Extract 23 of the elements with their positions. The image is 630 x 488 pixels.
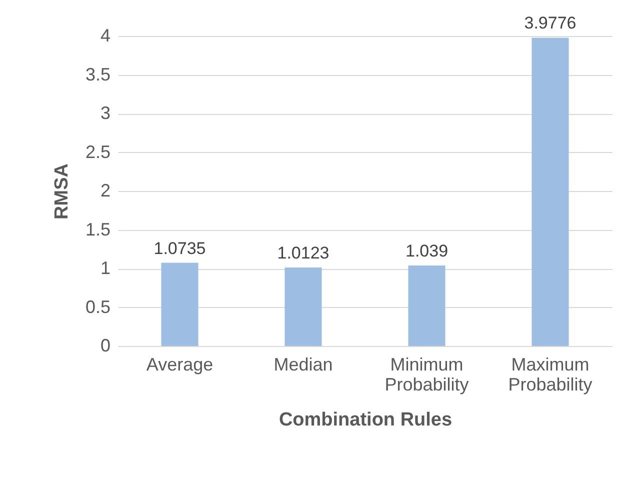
bar	[408, 265, 446, 346]
x-tick-label: Minimum Probability	[384, 354, 469, 394]
y-tick-label: 3.5	[85, 64, 110, 84]
data-label: 1.039	[405, 241, 448, 260]
y-tick-label: 1	[100, 258, 110, 278]
bar	[161, 262, 198, 346]
x-tick-label: Maximum Probability	[508, 354, 592, 394]
x-tick-label: Median	[274, 354, 333, 374]
bar	[284, 268, 322, 346]
x-tick-label: Average	[146, 354, 214, 374]
y-tick-label: 4	[100, 26, 110, 46]
y-tick-label: 1.5	[85, 219, 110, 240]
y-tick-label: 2	[100, 180, 110, 200]
data-label: 1.0735	[154, 238, 206, 258]
data-label: 3.9776	[524, 14, 576, 33]
y-axis-title: RMSA	[51, 163, 72, 220]
y-tick-label: 0	[100, 336, 110, 356]
y-tick-label: 2.5	[85, 142, 110, 162]
x-axis-title: Combination Rules	[278, 410, 452, 430]
data-label: 1.0123	[277, 244, 330, 263]
bar	[532, 38, 569, 346]
y-tick-label: 3	[100, 103, 110, 123]
y-tick-label: 0.5	[85, 296, 110, 317]
